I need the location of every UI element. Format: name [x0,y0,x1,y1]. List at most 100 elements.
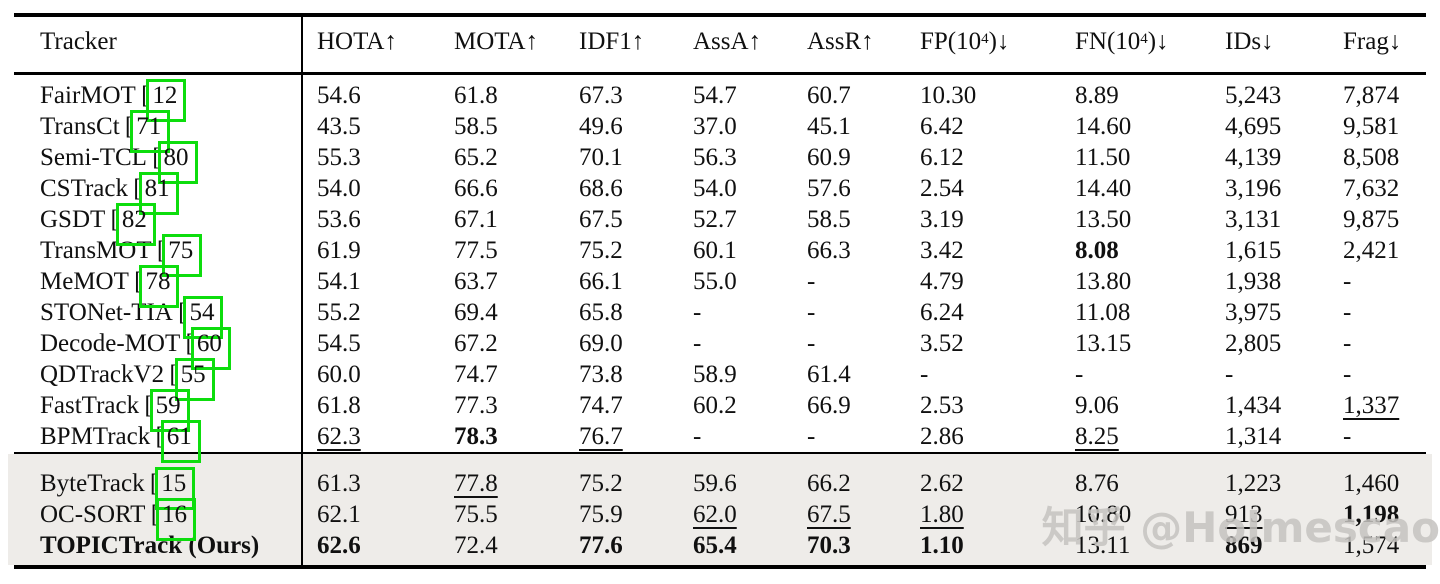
column-header: Tracker [40,28,117,55]
metric-cell: - [693,330,702,357]
tracker-name: BPMTrack [40,423,151,450]
tracker-cell: STONet-TIA [54 [40,296,317,339]
metric-cell: 78.3 [454,423,498,450]
metric-cell: 9,875 [1343,206,1400,233]
citation-box: 59 [149,389,190,432]
metric-cell: 69.4 [454,299,498,326]
metric-cell: 9,581 [1343,113,1400,140]
metric-cell: 58.9 [693,361,737,388]
metric-cell: 7,874 [1343,82,1400,109]
metric-cell: 13.15 [1075,330,1132,357]
metric-cell: - [693,299,702,326]
header-grid: Tracker HOTA↑ MOTA↑ IDF1↑ AssA↑ AssR↑ FP(104)↓… [0,26,1440,57]
citation-box: 55 [174,358,215,401]
metric-cell: 54.1 [317,268,361,295]
metric-cell: 5,243 [1225,82,1282,109]
metric-cell: 58.5 [454,113,498,140]
metric-cell: 67.1 [454,206,498,233]
metric-cell: 58.5 [807,206,851,233]
metric-cell: 55.0 [693,268,737,295]
metric-cell: 60.7 [807,82,851,109]
metric-cell: 55.2 [317,299,361,326]
table-row: STONet-TIA [54 55.2 69.4 65.8- -6.24 11.08 3,9… [0,296,1440,339]
metric-cell: 77.3 [454,392,498,419]
metric-cell: 8.76 [1075,470,1119,497]
column-header: Frag↓ [1343,28,1402,55]
metric-cell: 66.9 [807,392,851,419]
metric-cell: 75.5 [454,501,498,528]
metric-cell: 13.50 [1075,206,1132,233]
metric-cell: 77.6 [579,532,623,559]
citation-bracket: [ [164,361,177,388]
tracker-name: TransCt [40,113,120,140]
metric-cell: 6.42 [920,113,964,140]
table-row: QDTrackV2 [55 60.0 74.7 73.8 58.9 61.4- - - - [0,358,1440,401]
column-header: IDF1↑ [579,28,645,55]
tracker-name: MeMOT [40,268,129,295]
metric-cell: 4.79 [920,268,964,295]
column-header: AssR↑ [807,28,874,55]
metric-cell: 68.6 [579,175,623,202]
metric-cell: 57.6 [807,175,851,202]
metric-cell: 10.30 [920,82,977,109]
metric-cell: 60.2 [693,392,737,419]
metric-cell: 8,508 [1343,144,1400,171]
citation-box: 15 [155,467,196,510]
citation-bracket: [ [172,299,186,326]
table-row: FairMOT [12 54.6 61.8 67.3 54.7 60.7 10.30 8.89… [0,79,1440,122]
metric-cell: 43.5 [317,113,361,140]
metric-cell: 45.1 [807,113,851,140]
metric-cell: 60.1 [693,237,737,264]
metric-cell: 2.53 [920,392,964,419]
citation-bracket: [ [139,392,152,419]
metric-cell: 67.3 [579,82,623,109]
column-header: FP(104)↓ [920,28,1010,55]
table-row: Decode-MOT [60 54.5 67.2 69.0- -3.52 13.15 2,8… [0,327,1440,370]
citation-bracket: [ [119,113,133,140]
tracker-name: ByteTrack [40,470,145,497]
tracker-name: FastTrack [40,392,140,419]
metric-cell: 65.4 [693,532,737,559]
metric-cell: 54.5 [317,330,361,357]
metric-cell: 3,975 [1225,299,1282,326]
metric-cell: 1,574 [1343,532,1400,559]
column-header: FN(104)↓ [1075,28,1169,55]
metric-cell: 67.5 [579,206,623,233]
metric-cell: 52.7 [693,206,737,233]
tracker-cell: MeMOT [78 [40,265,317,308]
metric-cell: 4,695 [1225,113,1282,140]
citation-box: 16 [156,498,197,541]
metric-cell: 67.2 [454,330,498,357]
tracker-name: TransMOT [40,237,152,264]
metric-cell: 4,139 [1225,144,1282,171]
metric-cell: 11.08 [1075,299,1131,326]
tracker-cell: CSTrack [81 [40,172,317,215]
metric-cell: 67.5 [807,501,851,528]
tracker-cell: ByteTrack [15 [40,467,317,510]
tracker-cell: QDTrackV2 [55 [40,358,317,401]
tracker-cell: FairMOT [12 [40,79,317,122]
metric-cell: - [807,330,816,357]
metric-cell: 1,314 [1225,423,1282,450]
metric-cell: - [1225,361,1234,388]
metric-cell: 55.3 [317,144,361,171]
metric-cell: 75.2 [579,237,623,264]
table-row: MeMOT [78 54.1 63.7 66.1 55.0-4.79 13.80 1,938… [0,265,1440,308]
citation-box: 82 [115,203,156,246]
metric-cell: - [1075,361,1084,388]
metric-cell: 77.5 [454,237,498,264]
metric-cell: 74.7 [454,361,498,388]
metric-cell: 61.9 [317,237,361,264]
tracker-name: Decode-MOT [40,330,181,357]
metric-cell: 70.1 [579,144,623,171]
metric-cell: 13.11 [1075,532,1131,559]
citation-box: 75 [162,234,203,277]
tracker-cell: TransMOT [75 [40,234,317,277]
tracker-cell: OC-SORT [16 [40,498,317,541]
citation-bracket: [ [105,206,119,233]
metric-cell: 8.89 [1075,82,1119,109]
metric-cell: 1,460 [1343,470,1400,497]
metric-cell: 66.1 [579,268,623,295]
metric-cell: 61.8 [317,392,361,419]
